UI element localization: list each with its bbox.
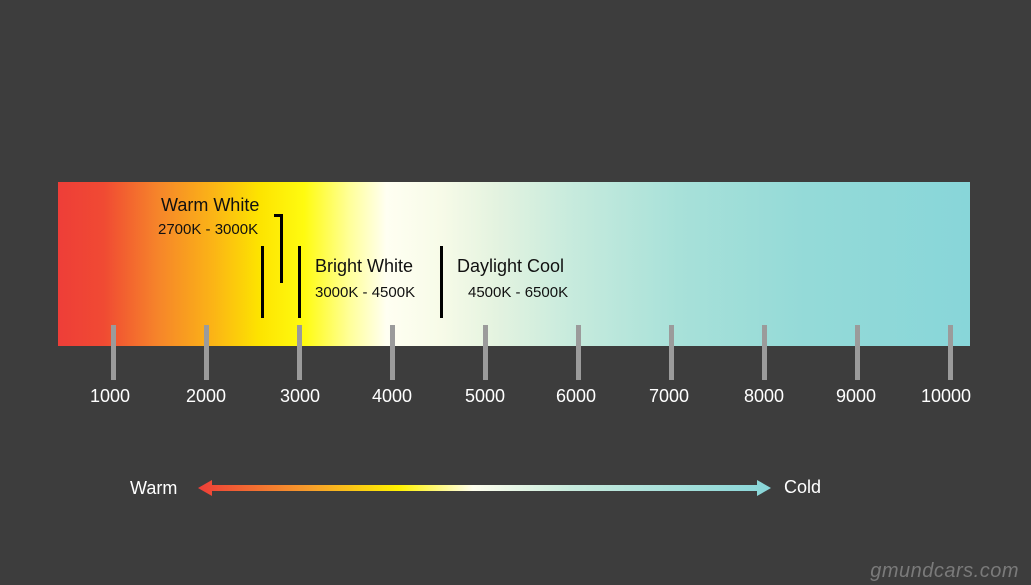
- warm-white-bracket-top: [274, 214, 282, 217]
- warm-white-title: Warm White: [161, 195, 260, 215]
- tick-mark: [390, 325, 395, 380]
- tick-mark: [948, 325, 953, 380]
- tick-label: 9000: [835, 386, 877, 406]
- warm-white-range: 2700K - 3000K: [158, 221, 259, 238]
- bright-white-start-marker: [298, 246, 301, 318]
- warm-white-start-marker: [261, 246, 264, 318]
- tick-label: 3000: [279, 386, 321, 406]
- tick-mark: [111, 325, 116, 380]
- warm-white-bracket: [280, 214, 283, 283]
- tick-mark: [855, 325, 860, 380]
- daylight-cool-title: Daylight Cool: [457, 256, 565, 276]
- tick-mark: [669, 325, 674, 380]
- tick-label: 7000: [648, 386, 690, 406]
- bright-white-title: Bright White: [315, 256, 414, 276]
- tick-mark: [297, 325, 302, 380]
- watermark: gmundcars.com: [870, 560, 1019, 582]
- tick-label: 6000: [555, 386, 597, 406]
- tick-label: 4000: [371, 386, 413, 406]
- warm-to-cold-arrow: [198, 480, 771, 496]
- tick-mark: [762, 325, 767, 380]
- tick-label: 8000: [743, 386, 785, 406]
- warm-label: Warm: [130, 478, 178, 498]
- bright-white-range: 3000K - 4500K: [315, 284, 416, 301]
- cold-label: Cold: [784, 477, 822, 497]
- tick-label: 1000: [89, 386, 131, 406]
- tick-mark: [204, 325, 209, 380]
- tick-label: 10000: [920, 386, 972, 406]
- daylight-cool-range: 4500K - 6500K: [468, 284, 569, 301]
- daylight-cool-start-marker: [440, 246, 443, 318]
- tick-mark: [576, 325, 581, 380]
- tick-mark: [483, 325, 488, 380]
- tick-label: 2000: [185, 386, 227, 406]
- tick-label: 5000: [464, 386, 506, 406]
- color-temperature-spectrum: [58, 182, 970, 346]
